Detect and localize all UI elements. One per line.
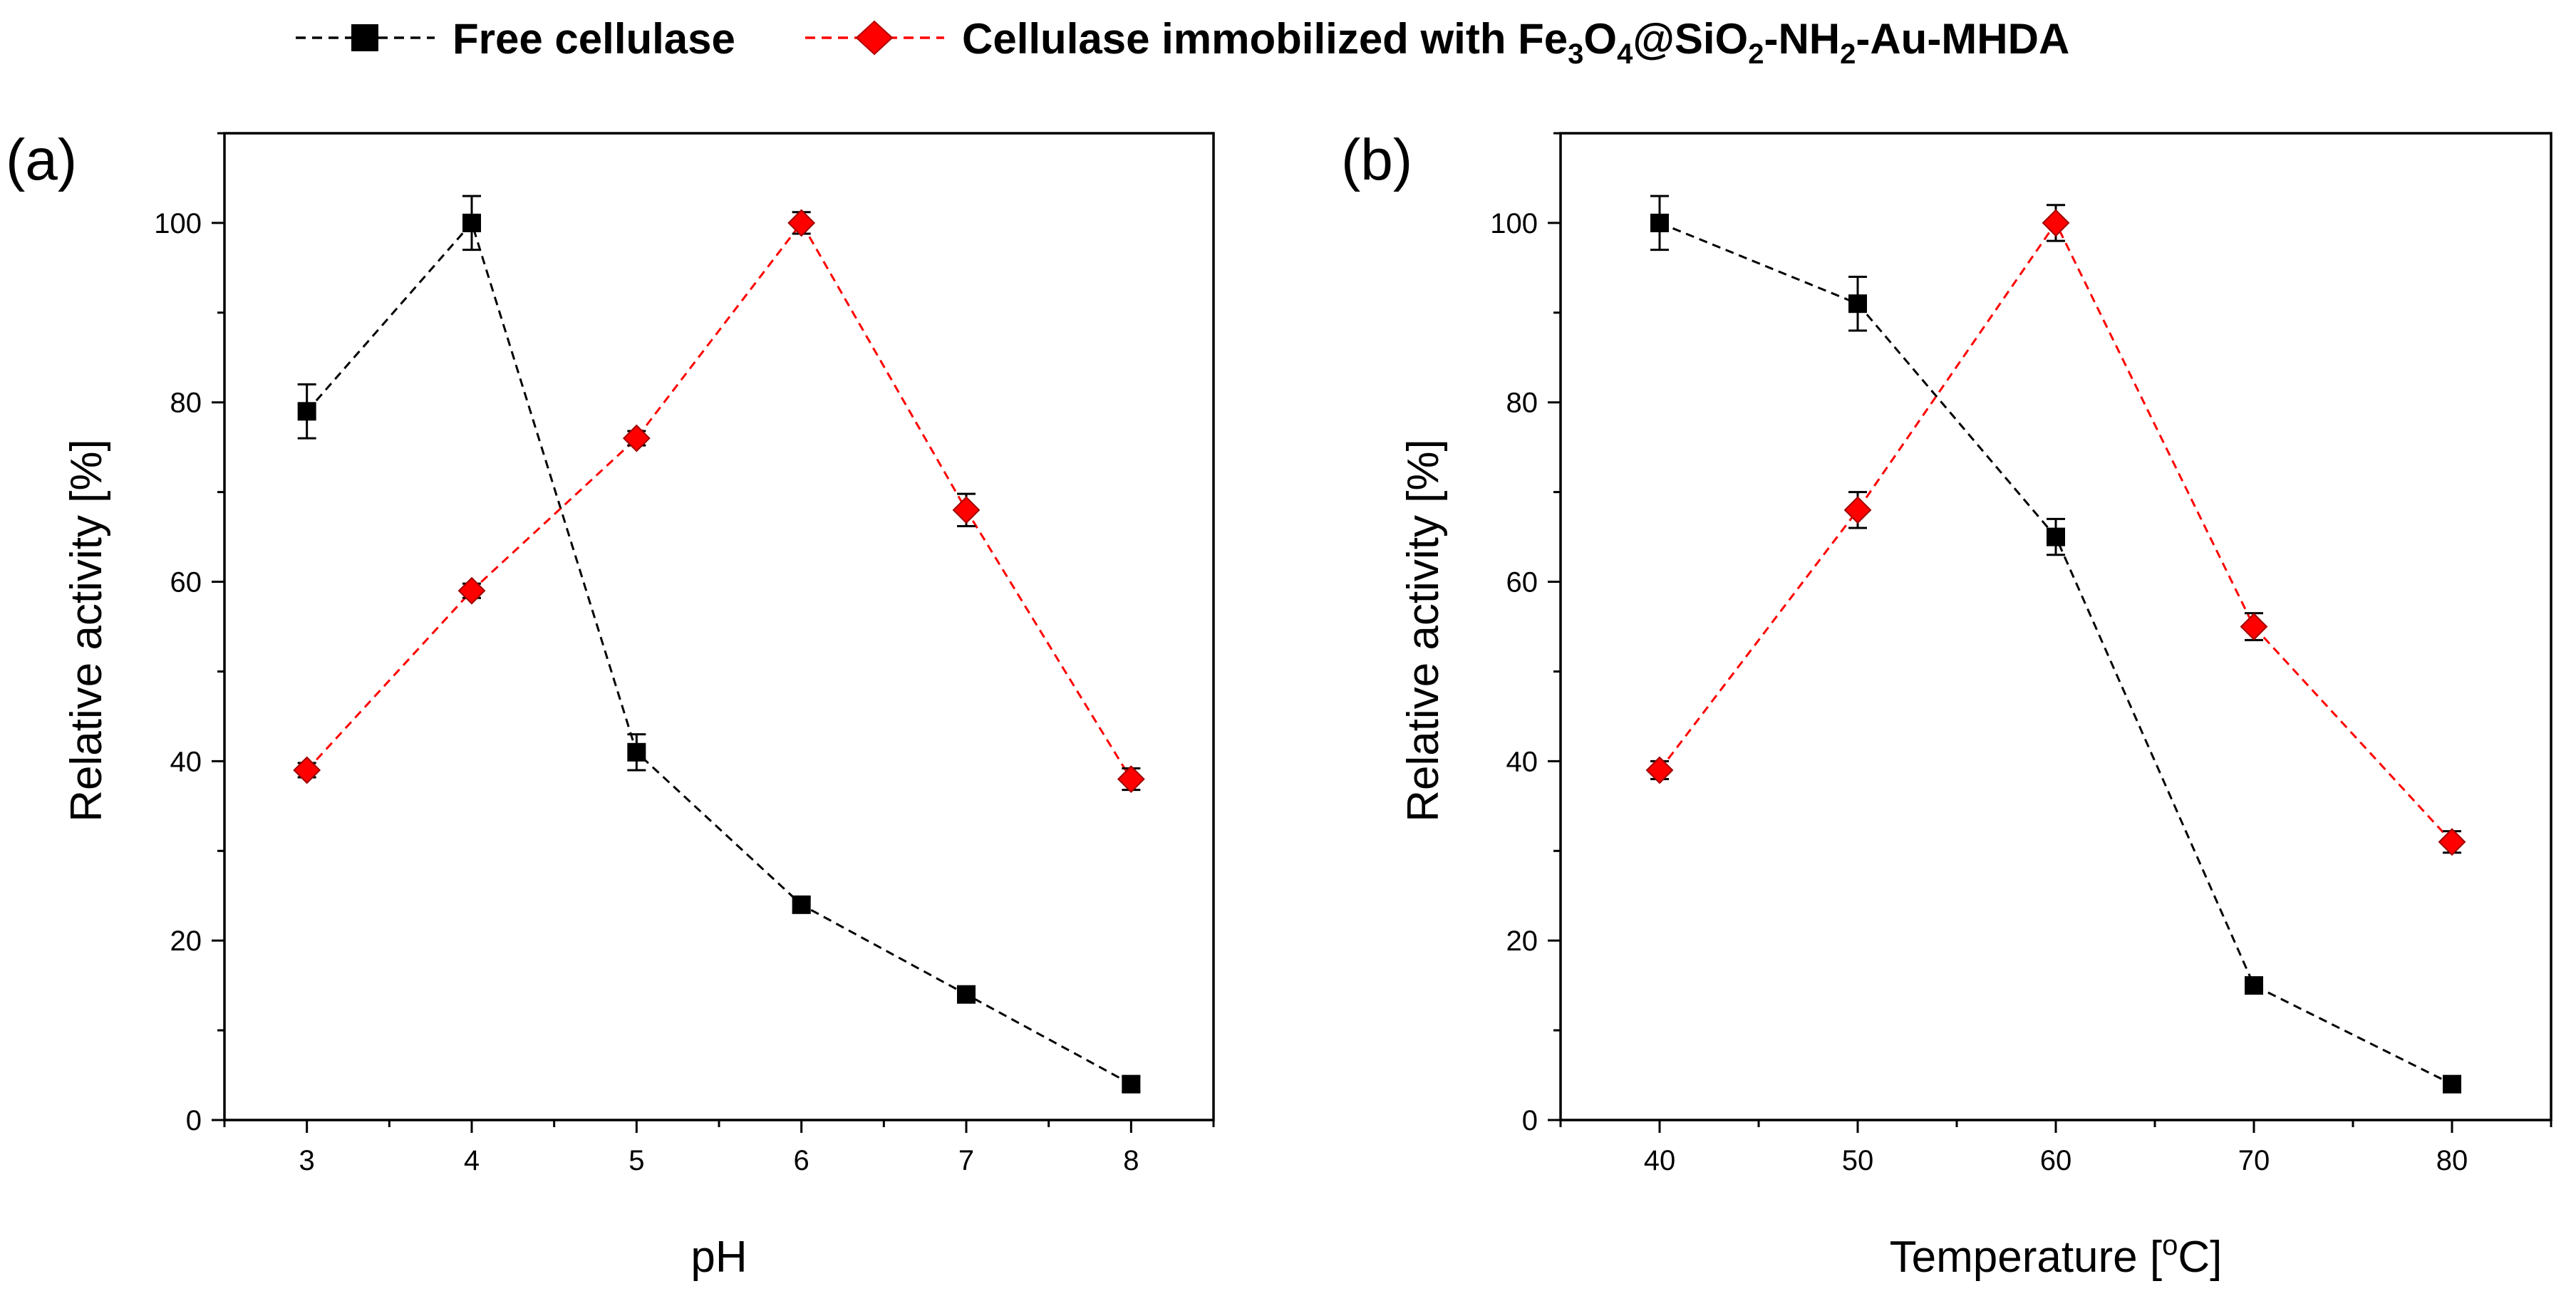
y-tick-label: 60 <box>170 567 202 598</box>
x-tick-label: 5 <box>629 1145 644 1176</box>
y-tick-label: 100 <box>154 208 202 239</box>
y-tick-label: 0 <box>186 1105 202 1136</box>
x-tick-label: 3 <box>299 1145 315 1176</box>
data-point-free <box>627 742 646 762</box>
legend: Free cellulase Cellulase immobilized wit… <box>296 15 2069 70</box>
data-point-immobilized <box>457 576 486 605</box>
x-axis-title-a: pH <box>690 1233 747 1282</box>
x-tick-label: 7 <box>958 1145 974 1176</box>
legend-label-free: Free cellulase <box>452 15 735 63</box>
chart-panel-b: (b) Relative activity [%] Temperature [o… <box>1341 128 2552 1282</box>
x-tick-label: 8 <box>1123 1145 1139 1176</box>
plot-frame-a <box>223 132 1215 1121</box>
x-tick-label: 60 <box>2040 1145 2072 1176</box>
chart-panel-a: (a) Relative activity [%] pH 0 20 40 60 80 10… <box>6 128 1215 1282</box>
y-tick-label: 20 <box>1506 926 1538 957</box>
data-point-immobilized <box>622 424 651 452</box>
data-point-immobilized <box>1117 765 1145 793</box>
y-tick-label: 80 <box>1506 388 1538 419</box>
y-tick-label: 40 <box>170 746 202 777</box>
data-point-immobilized <box>2240 613 2268 641</box>
y-tick-label: 100 <box>1490 208 1538 239</box>
legend-marker-free <box>351 24 378 51</box>
panel-label-b: (b) <box>1341 128 1412 192</box>
x-axis-title-b: Temperature [oC] <box>1890 1230 2223 1282</box>
data-point-free <box>1122 1074 1141 1094</box>
data-point-free <box>2443 1074 2461 1094</box>
data-point-free <box>2047 527 2065 546</box>
y-axis-title-a: Relative activity [%] <box>62 439 111 822</box>
data-point-free <box>1848 294 1867 313</box>
data-point-immobilized <box>293 756 321 784</box>
data-point-free <box>2245 976 2263 995</box>
y-tick-label: 40 <box>1506 746 1538 777</box>
x-tick-label: 80 <box>2436 1145 2468 1176</box>
x-tick-label: 50 <box>1842 1145 1874 1176</box>
x-tick-label: 4 <box>464 1145 480 1176</box>
series-line-free <box>1659 222 2453 1085</box>
y-tick-label: 20 <box>170 926 202 957</box>
data-point-immobilized <box>1645 756 1674 784</box>
data-point-free <box>957 985 976 1004</box>
data-point-free <box>792 895 811 914</box>
series-line-free <box>306 220 1132 1085</box>
data-point-free <box>462 213 481 232</box>
plot-frame-b <box>1559 132 2552 1121</box>
data-point-immobilized <box>952 496 981 524</box>
data-point-immobilized <box>2438 828 2466 856</box>
x-tick-label: 70 <box>2238 1145 2270 1176</box>
legend-marker-immobilized <box>855 20 894 56</box>
x-tick-label: 6 <box>794 1145 809 1176</box>
y-axis-title-b: Relative activity [%] <box>1399 439 1448 822</box>
panel-label-a: (a) <box>6 128 77 192</box>
legend-label-immobilized: Cellulase immobilized with Fe3O4@SiO2-NH… <box>962 15 2069 70</box>
data-point-immobilized <box>1843 496 1872 524</box>
data-point-immobilized <box>787 209 816 237</box>
y-tick-label: 60 <box>1506 567 1538 598</box>
data-point-immobilized <box>2042 209 2070 237</box>
x-tick-label: 40 <box>1644 1145 1676 1176</box>
y-tick-label: 0 <box>1522 1105 1538 1136</box>
series-line-immobilized <box>306 221 1132 780</box>
y-tick-label: 80 <box>170 388 202 419</box>
data-point-free <box>297 402 316 421</box>
data-point-free <box>1650 213 1669 232</box>
